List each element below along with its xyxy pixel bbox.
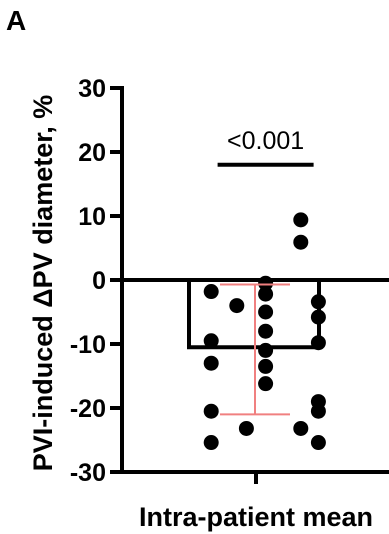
y-tick-label: -10	[70, 331, 106, 359]
data-point	[310, 309, 326, 325]
data-point	[310, 403, 326, 419]
data-point	[238, 420, 254, 436]
y-tick-label: 0	[92, 267, 106, 295]
data-point	[203, 355, 219, 371]
y-tick-label: -30	[70, 459, 106, 487]
panel-label: A	[6, 5, 26, 36]
data-point	[258, 304, 274, 320]
data-point	[310, 435, 326, 451]
data-point	[258, 286, 274, 302]
y-axis-title: PVI-induced ΔPV diameter, %	[28, 95, 58, 472]
data-point	[203, 333, 219, 349]
data-point	[229, 298, 245, 314]
y-tick-label: -20	[70, 395, 106, 423]
data-point	[203, 435, 219, 451]
x-tick-label: Intra-patient mean	[139, 502, 373, 532]
data-point	[258, 323, 274, 339]
data-point	[293, 234, 309, 250]
plot-area: 30 20 10 0 -10 -20 -30 Intra-patient mean <0.001	[70, 75, 389, 532]
data-point	[293, 212, 309, 228]
y-tick-label: 10	[78, 203, 106, 231]
data-point	[293, 420, 309, 436]
y-tick-label: 30	[78, 75, 106, 103]
data-point	[310, 335, 326, 351]
data-point	[310, 294, 326, 310]
data-point	[258, 342, 274, 358]
y-tick-label: 20	[78, 139, 106, 167]
data-point	[258, 376, 274, 392]
data-point	[258, 358, 274, 374]
data-point	[203, 403, 219, 419]
data-point	[203, 284, 219, 300]
data-point	[258, 275, 274, 291]
significance-label: <0.001	[227, 127, 304, 155]
